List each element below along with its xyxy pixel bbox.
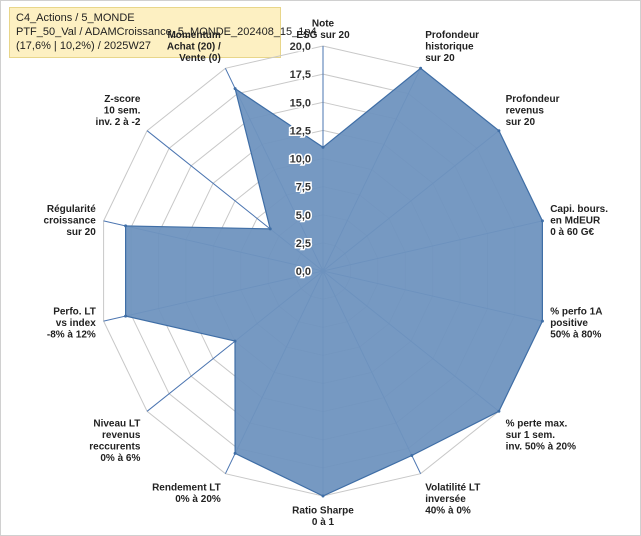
tick-label-2: 5,0 [296,210,311,222]
data-point-3 [540,219,544,223]
axis-label-13-line-1: Achat (20) / [167,41,221,52]
data-point-12 [268,227,272,231]
data-point-10 [124,314,128,318]
tick-label-6: 15,0 [290,97,311,109]
data-point-5 [497,409,501,413]
axis-label-5-line-0: % perte max. [506,419,568,430]
axis-label-0-line-0: Note [312,19,335,30]
axis-label-8-line-1: 0% à 20% [175,494,221,505]
axis-label-5-line-1: sur 1 sem. [506,430,556,441]
axis-label-12-line-2: inv. 2 à -2 [96,117,141,128]
data-point-4 [540,319,544,323]
axis-label-1-line-0: Profondeur [425,30,479,41]
data-point-2 [497,129,501,133]
axis-label-0-line-1: ESG sur 20 [296,30,350,41]
radar-tick-labels: 0,0 2,5 5,0 7,5 10,0 12,5 15,0 17,5 20,0 [288,40,312,280]
axis-label-1-line-2: sur 20 [425,53,455,64]
axis-label-10-line-2: -8% à 12% [47,330,96,341]
tick-label-1: 2,5 [296,238,311,250]
radar-series [124,66,544,498]
data-point-1 [419,66,423,70]
axis-label-5-line-2: inv. 50% à 20% [506,442,577,453]
axis-label-9-line-1: revenus [102,430,141,441]
axis-label-4-line-1: positive [550,318,588,329]
axis-label-6-line-2: 40% à 0% [425,506,471,517]
axis-label-11-line-1: croissance [44,215,97,226]
tick-label-3: 7,5 [296,182,311,194]
axis-label-7-line-0: Ratio Sharpe [292,506,354,517]
axis-label-6-line-0: Volatilité LT [425,483,480,494]
axis-label-1-line-1: historique [425,41,474,52]
axis-label-7-line-1: 0 à 1 [312,517,335,528]
axis-label-2-line-0: Profondeur [506,94,560,105]
tick-label-4: 10,0 [290,154,311,166]
axis-label-11-line-2: sur 20 [66,227,96,238]
data-point-9 [233,339,237,343]
axis-label-13-line-2: Vente (0) [179,53,221,64]
axis-label-10-line-0: Perfo. LT [53,307,96,318]
axis-label-3-line-2: 0 à 60 G€ [550,227,594,238]
axis-label-3-line-1: en MdEUR [550,215,601,226]
data-point-13 [233,87,237,91]
portfolio-info-box: C4_Actions / 5_MONDE PTF_50_Val / ADAMCr… [9,7,317,58]
axis-label-8: Rendement LT0% à 20% [152,483,221,506]
data-point-11 [124,224,128,228]
axis-label-11-line-0: Régularité [47,204,96,215]
axis-label-10-line-1: vs index [56,318,96,329]
axis-label-2-line-1: revenus [506,106,545,117]
axis-label-8-line-0: Rendement LT [152,483,221,494]
axis-label-12-line-0: Z-score [104,94,141,105]
axis-label-4-line-2: 50% à 80% [550,330,601,341]
axis-label-2-line-2: sur 20 [506,117,536,128]
data-point-6 [410,454,414,457]
axis-label-9-line-3: 0% à 6% [100,453,140,464]
tick-label-7: 17,5 [290,69,311,81]
axis-label-9-line-2: reccurents [89,442,141,453]
axis-label-12-line-1: 10 sem. [104,106,141,117]
tick-label-8: 20,0 [290,41,311,53]
info-line-category: C4_Actions / 5_MONDE [16,12,135,24]
data-point-8 [233,451,237,455]
info-line-performance: (17,6% | 10,2%) / 2025W27 [16,40,151,52]
axis-label-4-line-0: % perfo 1A [550,307,602,318]
data-point-7 [321,494,325,498]
axis-label-6-line-1: inversée [425,494,466,505]
axis-label-9-line-0: Niveau LT [93,419,140,430]
axis-label-3-line-0: Capi. bours. [550,204,608,215]
axis-label-5: % perte max.sur 1 sem.inv. 50% à 20% [506,419,577,453]
axis-label-13-line-0: Momentum [167,30,220,41]
info-line-portfolio: PTF_50_Val / ADAMCroissance_5_MONDE_2024… [16,26,317,38]
tick-label-0: 0,0 [296,266,311,278]
data-point-0 [321,145,325,149]
tick-label-5: 12,5 [290,125,311,137]
